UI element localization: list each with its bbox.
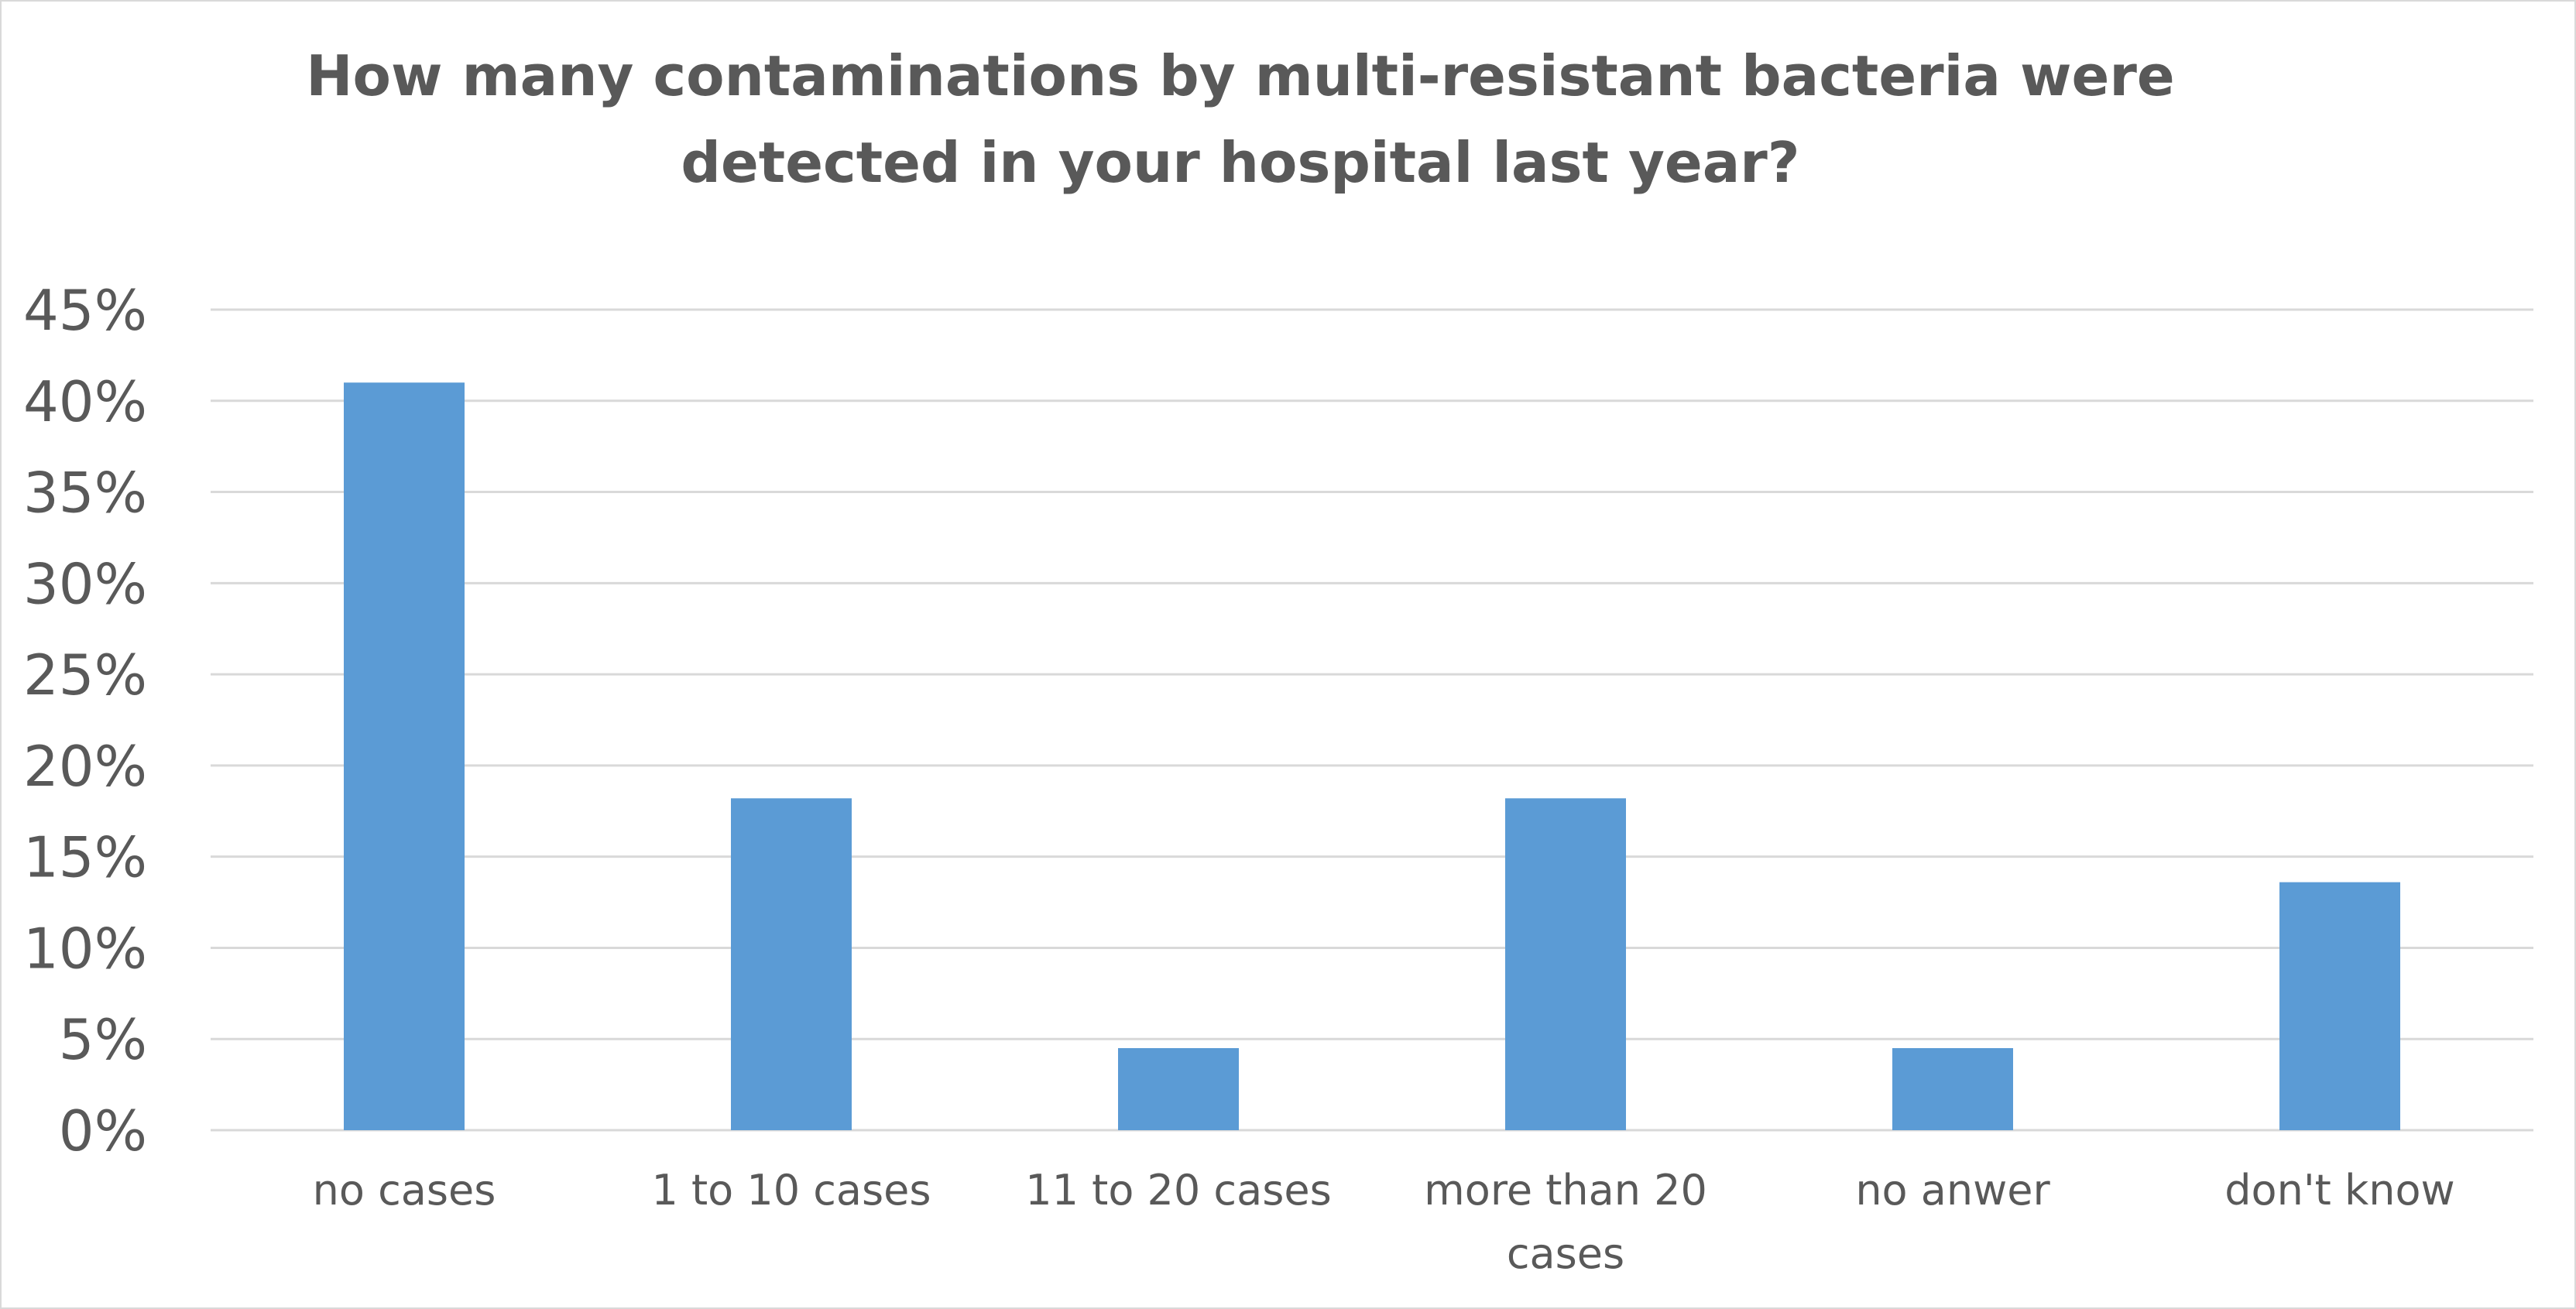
bar bbox=[731, 798, 852, 1130]
y-tick-label: 40% bbox=[23, 369, 147, 434]
y-tick-label: 0% bbox=[59, 1098, 147, 1163]
y-axis-tick-labels: 0% 5% 10% 15% 20% 25% 30% 35% 40% 45% bbox=[23, 278, 147, 1163]
bar bbox=[1505, 798, 1626, 1130]
y-tick-label: 5% bbox=[59, 1007, 147, 1072]
y-tick-label: 20% bbox=[23, 734, 147, 799]
x-category-label: don't know bbox=[2224, 1166, 2454, 1215]
y-tick-label: 10% bbox=[23, 916, 147, 981]
x-category-label-line: 1 to 10 cases bbox=[651, 1166, 931, 1215]
y-tick-label: 15% bbox=[23, 825, 147, 890]
x-category-label-line: 11 to 20 cases bbox=[1025, 1166, 1331, 1215]
chart-title: How many contaminations by multi-resista… bbox=[306, 43, 2175, 195]
x-category-label: more than 20 cases bbox=[1424, 1166, 1707, 1278]
y-tick-label: 25% bbox=[23, 643, 147, 708]
x-category-label-line: more than 20 bbox=[1424, 1166, 1707, 1215]
bar bbox=[2279, 882, 2400, 1130]
x-category-label-line: don't know bbox=[2224, 1166, 2454, 1215]
y-tick-label: 30% bbox=[23, 551, 147, 616]
gridlines bbox=[211, 308, 2533, 1132]
x-axis-category-labels: no cases 1 to 10 cases 11 to 20 cases more … bbox=[313, 1166, 2455, 1278]
x-category-label: 1 to 10 cases bbox=[651, 1166, 931, 1215]
x-category-label-line: cases bbox=[1507, 1229, 1624, 1278]
x-category-label-line: no anwer bbox=[1855, 1166, 2050, 1215]
bar bbox=[1118, 1048, 1239, 1130]
bar bbox=[1892, 1048, 2013, 1130]
x-category-label: no anwer bbox=[1855, 1166, 2050, 1215]
bars bbox=[344, 382, 2400, 1130]
bar bbox=[344, 382, 465, 1130]
y-tick-label: 35% bbox=[23, 461, 147, 526]
x-category-label: 11 to 20 cases bbox=[1025, 1166, 1331, 1215]
x-category-label-line: no cases bbox=[313, 1166, 496, 1215]
y-tick-label: 45% bbox=[23, 278, 147, 343]
x-category-label: no cases bbox=[313, 1166, 496, 1215]
